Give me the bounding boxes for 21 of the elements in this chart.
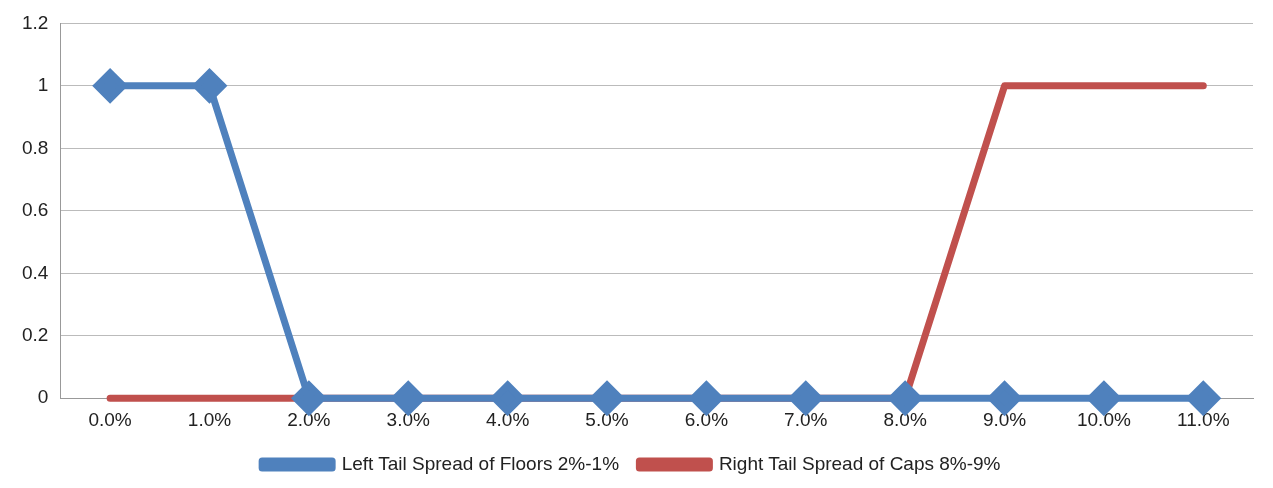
x-tick-label: 3.0% xyxy=(386,408,431,430)
y-tick-label: 0.4 xyxy=(21,261,49,283)
x-tick-label: 0.0% xyxy=(88,408,132,430)
x-tick-label: 1.0% xyxy=(187,408,232,430)
x-tick-label: 10.0% xyxy=(1076,408,1131,430)
legend-label: Left Tail Spread of Floors 2%-1% xyxy=(341,452,620,474)
y-tick-label: 1 xyxy=(37,74,49,96)
y-tick-label: 1.2 xyxy=(21,11,49,33)
x-tick-label: 2.0% xyxy=(287,408,331,430)
x-tick-label: 4.0% xyxy=(485,408,530,430)
x-tick-label: 9.0% xyxy=(982,408,1027,430)
x-tick-label: 8.0% xyxy=(883,408,927,430)
x-tick-label: 11.0% xyxy=(1177,408,1230,430)
legend-label: Right Tail Spread of Caps 8%-9% xyxy=(718,452,1001,474)
y-tick-label: 0 xyxy=(37,386,49,408)
y-tick-label: 0.2 xyxy=(21,323,49,345)
y-tick-label: 0.6 xyxy=(21,199,49,221)
x-tick-label: 6.0% xyxy=(684,408,729,430)
x-tick-label: 5.0% xyxy=(585,408,629,430)
x-tick-label: 7.0% xyxy=(784,408,828,430)
y-tick-label: 0.8 xyxy=(21,136,49,158)
